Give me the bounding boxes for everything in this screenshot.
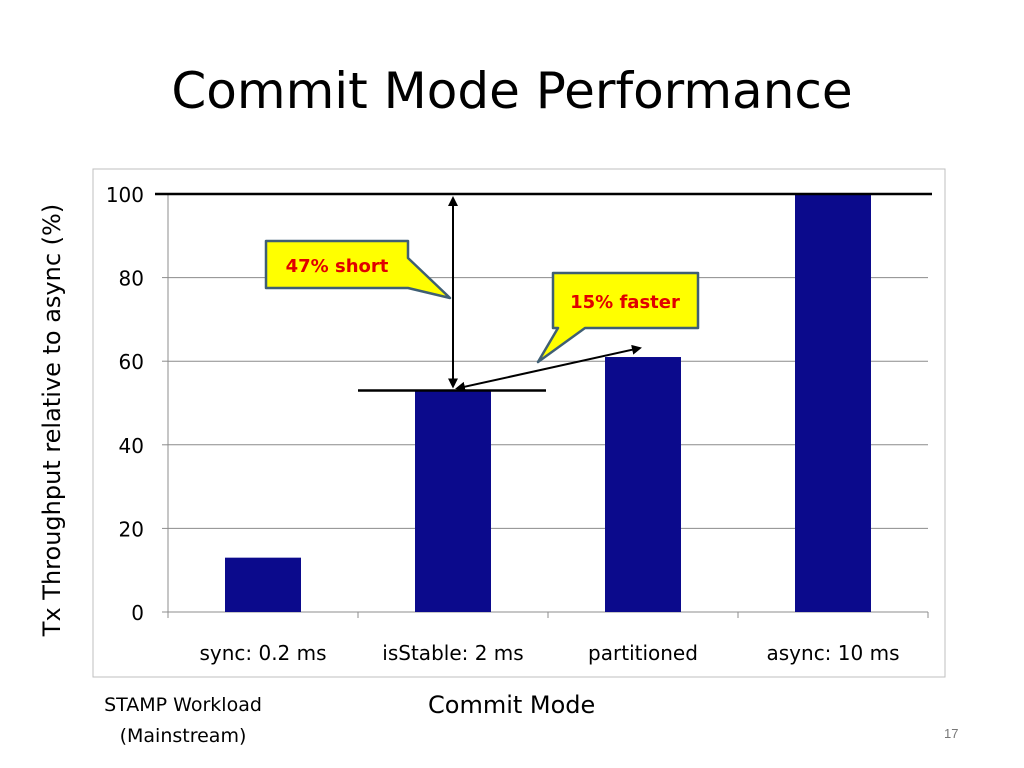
bars	[225, 194, 871, 612]
x-tick-label: async: 10 ms	[767, 641, 900, 665]
workload-line-2: (Mainstream)	[119, 725, 247, 747]
y-tick-label: 60	[119, 350, 144, 374]
bar	[605, 357, 681, 612]
x-axis-ticks: sync: 0.2 ms isStable: 2 ms partitioned asy…	[199, 641, 899, 665]
callout-15-faster	[536, 271, 700, 364]
gap-arrow-15	[455, 344, 642, 392]
y-tick-label: 40	[119, 434, 144, 458]
page-number: 17	[944, 726, 959, 741]
slide-title: Commit Mode Performance	[171, 62, 853, 120]
bar	[415, 390, 491, 612]
bar	[225, 557, 301, 612]
y-tick-label: 20	[119, 517, 144, 541]
workload-line-1: STAMP Workload	[104, 694, 262, 716]
y-axis-ticks: 0 20 40 60 80 100	[106, 183, 144, 625]
annotations: 47% short 15% faster	[155, 192, 932, 392]
callout-47-short	[264, 239, 452, 300]
y-tick-label: 100	[106, 183, 144, 207]
bar	[795, 194, 871, 612]
x-tick-label: isStable: 2 ms	[382, 641, 523, 665]
y-tick-label: 0	[131, 601, 144, 625]
x-axis-label: Commit Mode	[428, 691, 596, 719]
callout-47-short-text: 47% short	[286, 256, 389, 277]
callout-15-faster-text: 15% faster	[570, 292, 680, 313]
x-tick-label: partitioned	[588, 641, 698, 665]
y-tick-label: 80	[119, 267, 144, 291]
x-tick-label: sync: 0.2 ms	[199, 641, 326, 665]
workload-note: STAMP Workload (Mainstream)	[93, 690, 273, 752]
